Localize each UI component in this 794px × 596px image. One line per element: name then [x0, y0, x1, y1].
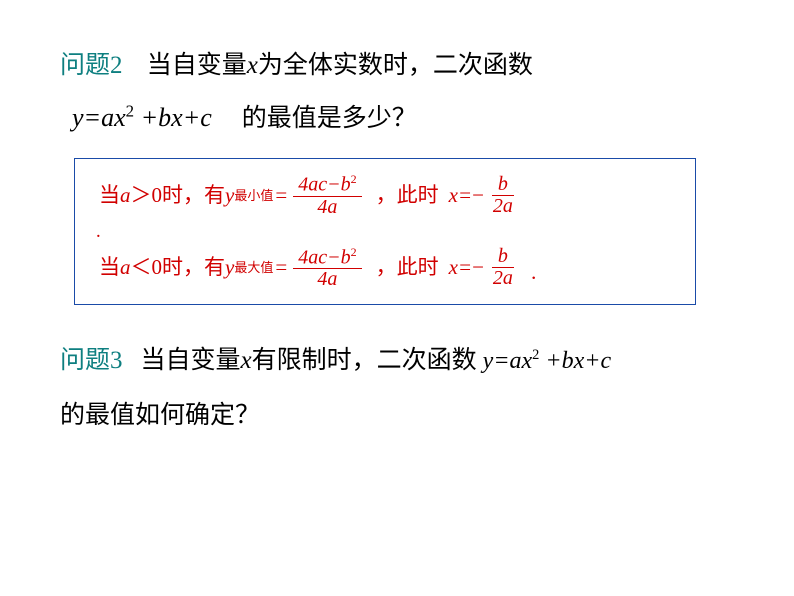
q3-var-x: x	[241, 333, 252, 388]
r2-neg: −	[472, 255, 484, 280]
r2-y: y	[225, 255, 234, 280]
r2-eq1: =	[275, 255, 287, 280]
r1-sub: 最小值	[234, 188, 273, 204]
r2-neg-frac: − b 2a	[472, 246, 522, 289]
r2-a: a	[120, 255, 131, 280]
r1-pre: 当	[99, 183, 120, 208]
slide-content: 问题2 当自变量x为全体实数时，二次函数 y=ax2 +bx+c 的最值是多少？…	[0, 0, 794, 443]
r1-mid: ，此时	[376, 183, 439, 208]
q2-text-c: 的最值是多少？	[242, 98, 417, 141]
r1-y: y	[225, 183, 234, 208]
r1-eq1: =	[275, 183, 287, 208]
q2-formula: y=ax2 +bx+c	[72, 96, 212, 140]
q2-line1: 问题2 当自变量x为全体实数时，二次函数	[60, 45, 744, 88]
q3-text-a: 当自变量	[141, 333, 241, 388]
answer-row-2: 当a ＜0时，有y最大值 = 4ac−b2 4a ，此时 x= − b 2a ．	[99, 246, 679, 291]
r1-dot: ．	[95, 222, 679, 242]
r2-sub: 最大值	[234, 260, 273, 276]
r2-frac1: 4ac−b2 4a	[293, 246, 361, 291]
q3-line2: 的最值如何确定？	[60, 388, 744, 443]
q3-block: 问题3 当自变量x有限制时，二次函数 y=ax2 +bx+c 的最值如何确定？	[60, 333, 744, 443]
r1-x: x=	[449, 183, 473, 208]
q3-formula: y=ax2 +bx+c	[483, 335, 611, 388]
answer-box: 当a＞0时，有y最小值 = 4ac−b2 4a ，此时x= − b 2a ． 当…	[74, 158, 696, 305]
q2-label: 问题2	[60, 52, 123, 79]
r1-cond: ＞0时，有	[131, 183, 226, 208]
q2-line2: y=ax2 +bx+c 的最值是多少？	[60, 96, 744, 141]
q2-text-b: 为全体实数时，二次函数	[258, 52, 533, 79]
r1-neg: −	[472, 183, 484, 208]
q3-line1: 问题3 当自变量x有限制时，二次函数 y=ax2 +bx+c	[60, 333, 744, 388]
r2-mid: ，此时	[376, 255, 439, 280]
r2-pre: 当	[99, 255, 120, 280]
q2-var-x: x	[247, 52, 258, 79]
r1-frac1: 4ac−b2 4a	[293, 173, 361, 218]
r1-neg-frac: − b 2a	[472, 174, 522, 217]
q3-label: 问题3	[60, 333, 123, 388]
answer-row-1: 当a＞0时，有y最小值 = 4ac−b2 4a ，此时 x= − b 2a	[99, 173, 679, 218]
r2-dot: ．	[530, 265, 546, 290]
r2-x: x=	[449, 255, 473, 280]
r2-cond: ＜0时，有	[131, 255, 226, 280]
q2-text-a: 当自变量	[147, 52, 247, 79]
q3-text-b: 有限制时，二次函数	[252, 333, 477, 388]
r1-a: a	[120, 183, 131, 208]
